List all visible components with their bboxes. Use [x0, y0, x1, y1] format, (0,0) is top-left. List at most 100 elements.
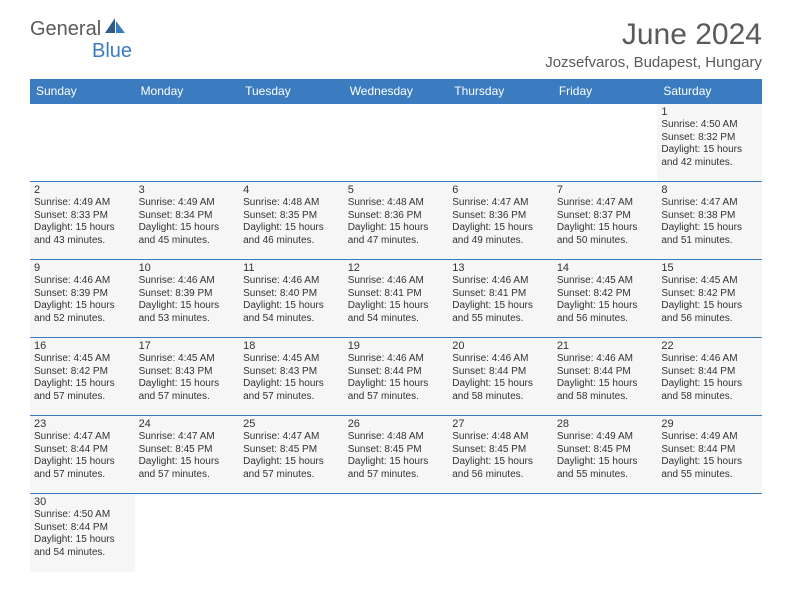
calendar-cell: 10Sunrise: 4:46 AMSunset: 8:39 PMDayligh… [135, 260, 240, 338]
day-number: 6 [452, 184, 549, 196]
day-info: Sunrise: 4:48 AMSunset: 8:35 PMDaylight:… [243, 197, 340, 247]
weekday-header: Friday [553, 79, 658, 104]
day-number: 1 [661, 106, 758, 118]
weekday-header: Sunday [30, 79, 135, 104]
calendar-cell: 11Sunrise: 4:46 AMSunset: 8:40 PMDayligh… [239, 260, 344, 338]
calendar-cell: 22Sunrise: 4:46 AMSunset: 8:44 PMDayligh… [657, 338, 762, 416]
day-number: 12 [348, 262, 445, 274]
day-number: 10 [139, 262, 236, 274]
weekday-header: Thursday [448, 79, 553, 104]
calendar-cell: 2Sunrise: 4:49 AMSunset: 8:33 PMDaylight… [30, 182, 135, 260]
calendar-cell: 30Sunrise: 4:50 AMSunset: 8:44 PMDayligh… [30, 494, 135, 572]
day-number: 26 [348, 418, 445, 430]
calendar-cell: 3Sunrise: 4:49 AMSunset: 8:34 PMDaylight… [135, 182, 240, 260]
calendar-cell [448, 494, 553, 572]
calendar-cell: 23Sunrise: 4:47 AMSunset: 8:44 PMDayligh… [30, 416, 135, 494]
day-number: 20 [452, 340, 549, 352]
calendar-cell: 25Sunrise: 4:47 AMSunset: 8:45 PMDayligh… [239, 416, 344, 494]
day-info: Sunrise: 4:47 AMSunset: 8:38 PMDaylight:… [661, 197, 758, 247]
day-info: Sunrise: 4:49 AMSunset: 8:33 PMDaylight:… [34, 197, 131, 247]
calendar-cell [239, 494, 344, 572]
calendar-row: 9Sunrise: 4:46 AMSunset: 8:39 PMDaylight… [30, 260, 762, 338]
day-number: 4 [243, 184, 340, 196]
day-info: Sunrise: 4:46 AMSunset: 8:39 PMDaylight:… [34, 275, 131, 325]
calendar-body: 1Sunrise: 4:50 AMSunset: 8:32 PMDaylight… [30, 104, 762, 572]
calendar-cell: 9Sunrise: 4:46 AMSunset: 8:39 PMDaylight… [30, 260, 135, 338]
calendar-header-row: SundayMondayTuesdayWednesdayThursdayFrid… [30, 79, 762, 104]
month-title: June 2024 [545, 18, 762, 52]
location-label: Jozsefvaros, Budapest, Hungary [545, 54, 762, 71]
day-number: 15 [661, 262, 758, 274]
day-info: Sunrise: 4:47 AMSunset: 8:44 PMDaylight:… [34, 431, 131, 481]
calendar-cell: 27Sunrise: 4:48 AMSunset: 8:45 PMDayligh… [448, 416, 553, 494]
day-info: Sunrise: 4:47 AMSunset: 8:37 PMDaylight:… [557, 197, 654, 247]
day-info: Sunrise: 4:45 AMSunset: 8:43 PMDaylight:… [243, 353, 340, 403]
day-info: Sunrise: 4:45 AMSunset: 8:42 PMDaylight:… [661, 275, 758, 325]
calendar-cell: 7Sunrise: 4:47 AMSunset: 8:37 PMDaylight… [553, 182, 658, 260]
logo-sail-icon [105, 18, 127, 41]
calendar-cell: 21Sunrise: 4:46 AMSunset: 8:44 PMDayligh… [553, 338, 658, 416]
logo-text-general: General [30, 18, 101, 41]
day-number: 27 [452, 418, 549, 430]
title-block: June 2024 Jozsefvaros, Budapest, Hungary [545, 18, 762, 71]
day-info: Sunrise: 4:48 AMSunset: 8:45 PMDaylight:… [348, 431, 445, 481]
day-number: 24 [139, 418, 236, 430]
calendar-cell: 14Sunrise: 4:45 AMSunset: 8:42 PMDayligh… [553, 260, 658, 338]
calendar-row: 2Sunrise: 4:49 AMSunset: 8:33 PMDaylight… [30, 182, 762, 260]
day-info: Sunrise: 4:46 AMSunset: 8:44 PMDaylight:… [661, 353, 758, 403]
calendar-cell: 12Sunrise: 4:46 AMSunset: 8:41 PMDayligh… [344, 260, 449, 338]
day-info: Sunrise: 4:47 AMSunset: 8:45 PMDaylight:… [243, 431, 340, 481]
day-number: 13 [452, 262, 549, 274]
day-info: Sunrise: 4:50 AMSunset: 8:32 PMDaylight:… [661, 119, 758, 169]
calendar-cell: 19Sunrise: 4:46 AMSunset: 8:44 PMDayligh… [344, 338, 449, 416]
weekday-header: Tuesday [239, 79, 344, 104]
day-number: 19 [348, 340, 445, 352]
calendar-cell [344, 494, 449, 572]
calendar-row: 1Sunrise: 4:50 AMSunset: 8:32 PMDaylight… [30, 104, 762, 182]
calendar-cell: 5Sunrise: 4:48 AMSunset: 8:36 PMDaylight… [344, 182, 449, 260]
calendar-cell: 17Sunrise: 4:45 AMSunset: 8:43 PMDayligh… [135, 338, 240, 416]
day-info: Sunrise: 4:46 AMSunset: 8:40 PMDaylight:… [243, 275, 340, 325]
calendar-cell: 20Sunrise: 4:46 AMSunset: 8:44 PMDayligh… [448, 338, 553, 416]
day-info: Sunrise: 4:46 AMSunset: 8:41 PMDaylight:… [348, 275, 445, 325]
day-number: 11 [243, 262, 340, 274]
calendar-cell [553, 494, 658, 572]
calendar-cell [657, 494, 762, 572]
calendar-cell [553, 104, 658, 182]
logo-text-blue: Blue [92, 40, 132, 62]
calendar-cell: 1Sunrise: 4:50 AMSunset: 8:32 PMDaylight… [657, 104, 762, 182]
calendar-cell: 29Sunrise: 4:49 AMSunset: 8:44 PMDayligh… [657, 416, 762, 494]
day-number: 30 [34, 496, 131, 508]
day-info: Sunrise: 4:48 AMSunset: 8:36 PMDaylight:… [348, 197, 445, 247]
calendar-cell: 15Sunrise: 4:45 AMSunset: 8:42 PMDayligh… [657, 260, 762, 338]
logo-blue-wrap: Blue [30, 40, 132, 63]
calendar-cell: 26Sunrise: 4:48 AMSunset: 8:45 PMDayligh… [344, 416, 449, 494]
day-number: 22 [661, 340, 758, 352]
calendar-cell: 8Sunrise: 4:47 AMSunset: 8:38 PMDaylight… [657, 182, 762, 260]
weekday-header: Monday [135, 79, 240, 104]
calendar-cell [239, 104, 344, 182]
day-number: 8 [661, 184, 758, 196]
day-number: 25 [243, 418, 340, 430]
day-number: 14 [557, 262, 654, 274]
weekday-header: Saturday [657, 79, 762, 104]
calendar-cell: 4Sunrise: 4:48 AMSunset: 8:35 PMDaylight… [239, 182, 344, 260]
day-number: 18 [243, 340, 340, 352]
day-info: Sunrise: 4:45 AMSunset: 8:42 PMDaylight:… [34, 353, 131, 403]
day-info: Sunrise: 4:47 AMSunset: 8:45 PMDaylight:… [139, 431, 236, 481]
calendar-cell: 28Sunrise: 4:49 AMSunset: 8:45 PMDayligh… [553, 416, 658, 494]
day-number: 5 [348, 184, 445, 196]
day-info: Sunrise: 4:49 AMSunset: 8:44 PMDaylight:… [661, 431, 758, 481]
day-info: Sunrise: 4:46 AMSunset: 8:41 PMDaylight:… [452, 275, 549, 325]
logo: General [30, 18, 129, 41]
day-info: Sunrise: 4:47 AMSunset: 8:36 PMDaylight:… [452, 197, 549, 247]
calendar-row: 23Sunrise: 4:47 AMSunset: 8:44 PMDayligh… [30, 416, 762, 494]
calendar-cell [344, 104, 449, 182]
calendar-row: 16Sunrise: 4:45 AMSunset: 8:42 PMDayligh… [30, 338, 762, 416]
day-number: 21 [557, 340, 654, 352]
day-info: Sunrise: 4:45 AMSunset: 8:43 PMDaylight:… [139, 353, 236, 403]
calendar-cell [135, 494, 240, 572]
calendar-cell: 18Sunrise: 4:45 AMSunset: 8:43 PMDayligh… [239, 338, 344, 416]
day-number: 3 [139, 184, 236, 196]
day-number: 29 [661, 418, 758, 430]
